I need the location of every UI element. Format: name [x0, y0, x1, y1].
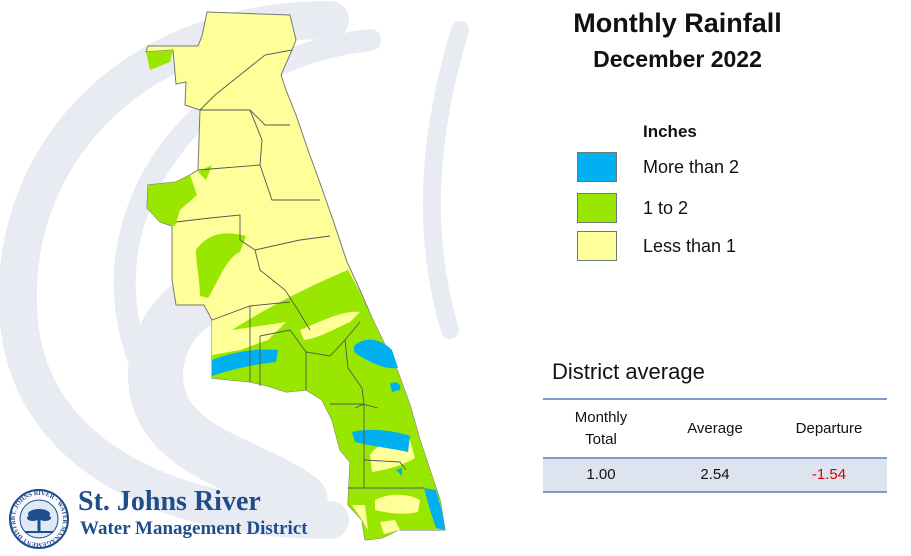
district-subname: Water Management District: [80, 518, 308, 539]
district-average-heading: District average: [552, 359, 705, 384]
legend-item-1-to-2: 1 to 2: [577, 193, 817, 225]
legend-label: More than 2: [643, 157, 740, 177]
header-departure: Departure: [795, 419, 863, 437]
rain-less-than-1-patches: [212, 311, 420, 534]
table-top-rule: [543, 398, 887, 400]
tree-icon: [25, 509, 53, 533]
legend-swatch-yellow: [577, 231, 617, 261]
header-monthly-total: Monthly Total: [574, 408, 628, 448]
table-mid-rule: [543, 457, 887, 459]
legend-swatch-blue: [577, 152, 617, 182]
legend-label: 1 to 2: [643, 198, 689, 218]
district-name: St. Johns River: [78, 486, 261, 517]
table-header-row: Monthly Total Average Departure: [543, 400, 887, 457]
table-bottom-rule: [543, 491, 887, 493]
county-borders: [175, 49, 424, 489]
header-average: Average: [687, 419, 743, 437]
legend-item-less-than-1: Less than 1: [577, 231, 817, 263]
district-average-table: Monthly Total Average Departure 1.00 2.5…: [543, 398, 887, 493]
legend-swatch-green: [577, 193, 617, 223]
district-seal-logo: ST. JOHNS RIVER · WATER MANAGEMENT DISTR…: [8, 488, 69, 549]
map-title: Monthly Rainfall: [573, 8, 782, 38]
table-row: 1.00 2.54 -1.54: [543, 459, 887, 491]
legend-title: Inches: [643, 122, 697, 141]
legend-label: Less than 1: [643, 236, 737, 256]
map-subtitle: December 2022: [593, 46, 762, 72]
rain-more-than-2-areas: [212, 339, 445, 530]
value-monthly-total: 1.00: [586, 466, 616, 483]
value-average: 2.54: [700, 466, 730, 483]
legend-item-more-than-2: More than 2: [577, 152, 817, 184]
value-departure: -1.54: [811, 466, 847, 483]
